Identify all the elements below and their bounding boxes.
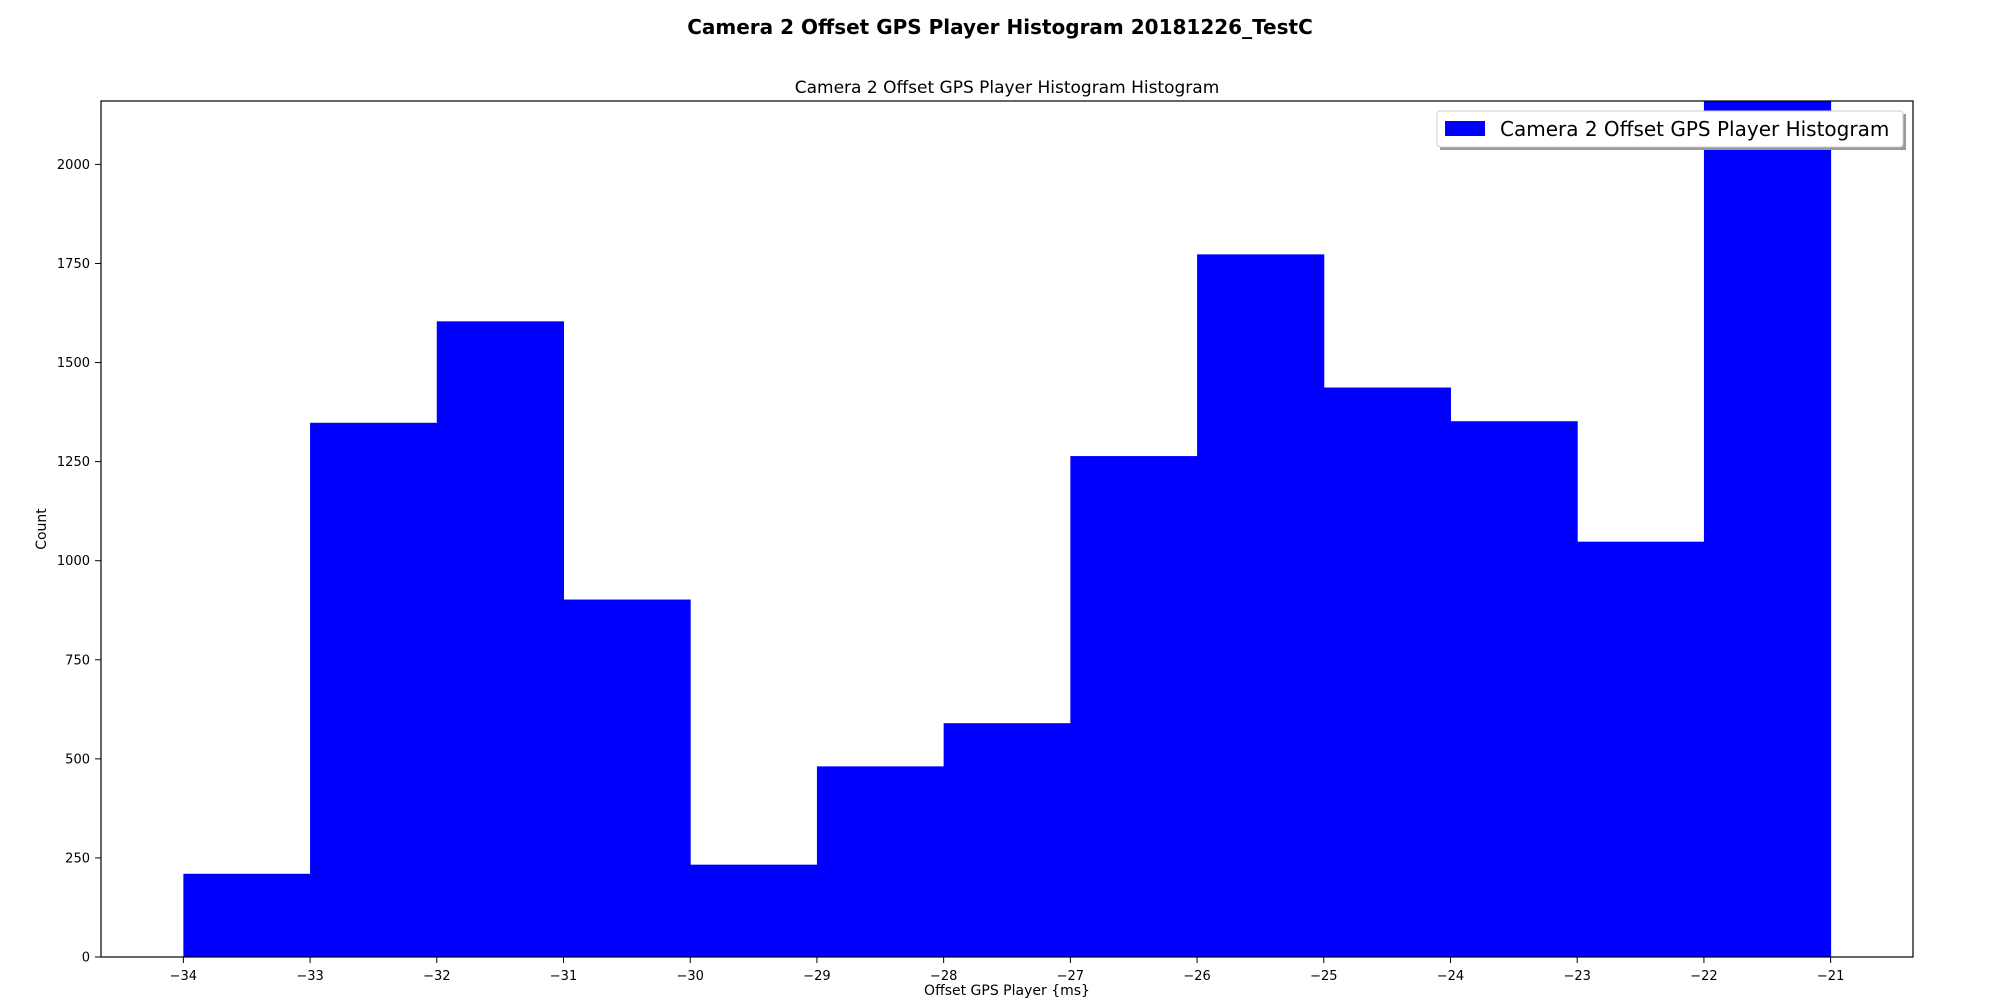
x-tick-label: −22 <box>1690 969 1717 984</box>
histogram-bar <box>1703 101 1832 957</box>
y-tick-label: 500 <box>65 752 90 767</box>
x-tick-label: −32 <box>423 969 450 984</box>
x-tick-label: −27 <box>1057 969 1084 984</box>
histogram-bar <box>1197 254 1325 957</box>
y-axis-label: Count <box>34 508 50 550</box>
x-tick-label: −28 <box>930 969 957 984</box>
x-tick-label: −23 <box>1563 969 1590 984</box>
legend: Camera 2 Offset GPS Player Histogram <box>1436 110 1906 150</box>
figure-title: Camera 2 Offset GPS Player Histogram 201… <box>687 15 1313 39</box>
histogram-bar <box>690 864 818 957</box>
x-tick-label: −29 <box>803 969 830 984</box>
histogram-bar <box>563 599 691 957</box>
histogram-bar <box>1070 456 1198 957</box>
x-tick-label: −21 <box>1817 969 1844 984</box>
x-tick-label: −24 <box>1437 969 1464 984</box>
y-tick-label: 1250 <box>57 455 90 470</box>
legend-swatch <box>1445 121 1485 136</box>
y-tick-label: 1000 <box>57 554 90 569</box>
y-tick-label: 2000 <box>57 158 90 173</box>
x-tick-label: −33 <box>296 969 323 984</box>
y-tick-label: 250 <box>65 851 90 866</box>
histogram-bar <box>183 873 311 957</box>
histogram-bar <box>816 766 945 957</box>
y-tick-label: 1750 <box>57 257 90 272</box>
plot-frame <box>100 100 1914 958</box>
histogram-bar <box>943 723 1071 957</box>
chart-title: Camera 2 Offset GPS Player Histogram His… <box>795 78 1220 98</box>
histogram-bar <box>1323 387 1451 957</box>
x-tick-label: −25 <box>1310 969 1337 984</box>
x-tick-label: −26 <box>1183 969 1210 984</box>
y-axis: 0 250 500 750 1000 1250 1500 1750 2000 <box>57 158 101 966</box>
bars-layer <box>183 101 1832 957</box>
x-tick-label: −34 <box>170 969 197 984</box>
x-tick-label: −30 <box>676 969 703 984</box>
y-tick-label: 0 <box>82 951 90 966</box>
histogram-bar <box>1450 421 1578 957</box>
y-tick-label: 750 <box>65 653 90 668</box>
legend-box <box>1436 110 1904 148</box>
x-axis-label: Offset GPS Player {ms} <box>924 983 1090 999</box>
x-axis: −34 −33 −32 −31 −30 −29 −28 −27 −26 −25 −24 −23 −22 −… <box>170 957 1844 984</box>
y-tick-label: 1500 <box>57 356 90 371</box>
histogram-bar <box>1577 541 1705 957</box>
histogram-bar <box>436 321 564 957</box>
x-tick-label: −31 <box>550 969 577 984</box>
histogram-bar <box>310 422 438 957</box>
legend-label: Camera 2 Offset GPS Player Histogram <box>1500 117 1889 141</box>
